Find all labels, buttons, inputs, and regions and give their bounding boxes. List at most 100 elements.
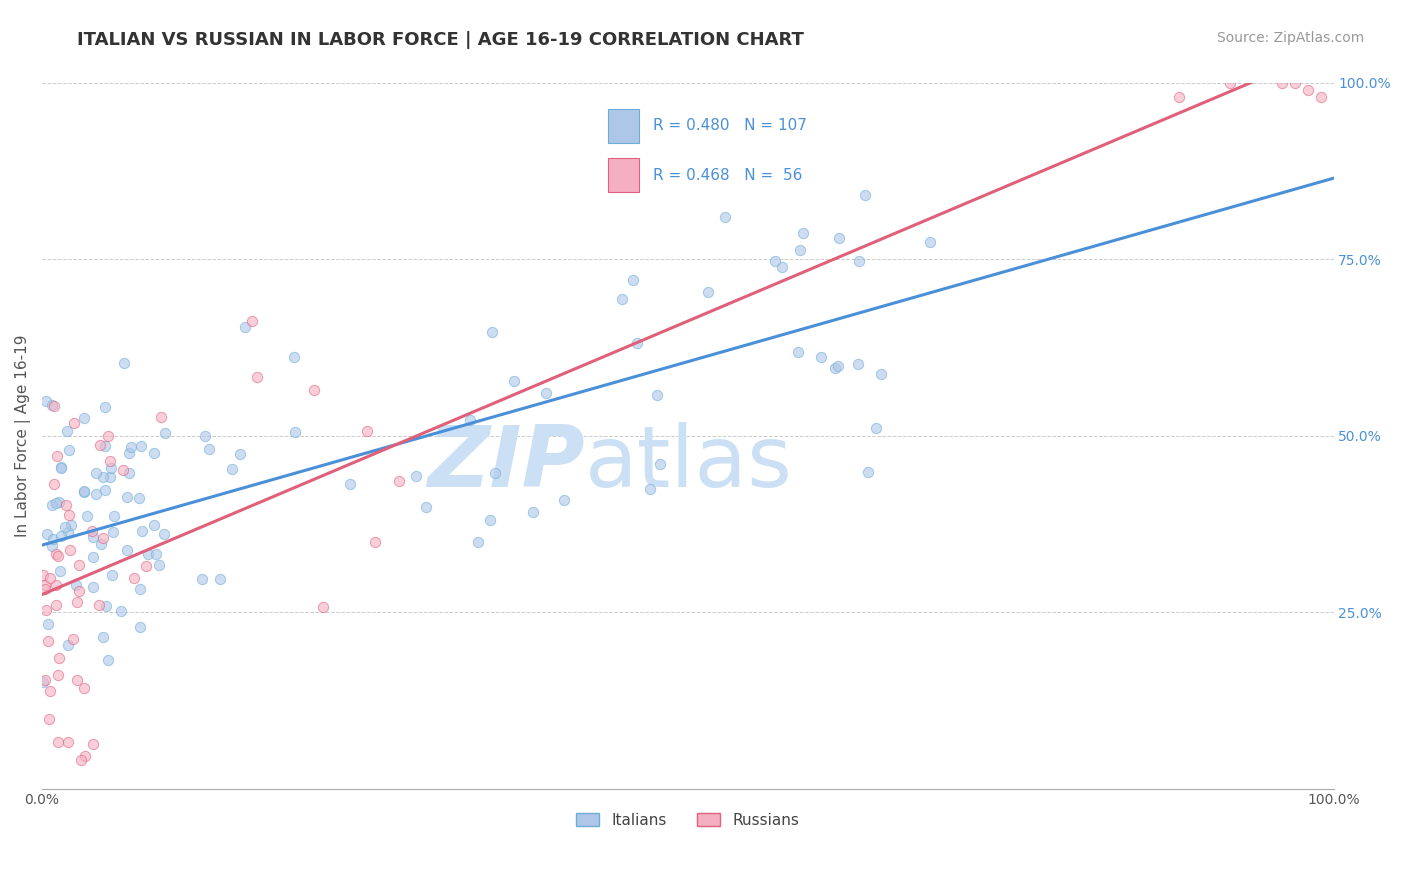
Point bbox=[45, 599, 67, 613]
Point bbox=[856, 465, 879, 479]
Point bbox=[763, 254, 786, 268]
Point bbox=[853, 187, 876, 202]
Point bbox=[73, 484, 96, 499]
Point bbox=[122, 571, 145, 585]
Point bbox=[824, 361, 846, 376]
Point bbox=[120, 440, 142, 454]
Point bbox=[131, 524, 153, 538]
Point bbox=[48, 668, 70, 682]
Point bbox=[32, 674, 55, 689]
Point bbox=[626, 335, 648, 350]
Point bbox=[89, 437, 111, 451]
Point bbox=[76, 509, 98, 524]
Point bbox=[364, 535, 387, 549]
Point bbox=[67, 583, 90, 598]
Point bbox=[53, 520, 76, 534]
Point bbox=[72, 411, 94, 425]
Point bbox=[648, 457, 671, 471]
Point bbox=[97, 653, 120, 667]
Point bbox=[34, 603, 56, 617]
Point bbox=[478, 513, 501, 527]
Point bbox=[810, 351, 832, 365]
Point bbox=[73, 681, 96, 695]
Point bbox=[56, 424, 79, 438]
Point bbox=[110, 604, 132, 618]
Point bbox=[484, 466, 506, 480]
Point bbox=[302, 383, 325, 397]
Point bbox=[1296, 83, 1319, 97]
Point bbox=[82, 737, 104, 751]
Point bbox=[387, 474, 409, 488]
Point bbox=[645, 388, 668, 402]
Point bbox=[63, 417, 86, 431]
Point bbox=[84, 466, 107, 480]
Point bbox=[233, 320, 256, 334]
Point bbox=[143, 517, 166, 532]
Point bbox=[148, 558, 170, 573]
Point bbox=[34, 673, 56, 687]
Point bbox=[145, 547, 167, 561]
Point bbox=[48, 651, 70, 665]
Point bbox=[45, 495, 67, 509]
Point bbox=[91, 531, 114, 545]
Point bbox=[98, 454, 121, 468]
Point bbox=[100, 568, 122, 582]
Point bbox=[118, 446, 141, 460]
Point bbox=[38, 712, 60, 726]
Point bbox=[42, 476, 65, 491]
Point bbox=[194, 429, 217, 443]
Point bbox=[67, 558, 90, 572]
Point bbox=[32, 568, 55, 582]
Point bbox=[128, 620, 150, 634]
Point bbox=[37, 633, 59, 648]
Point bbox=[115, 491, 138, 505]
Point bbox=[46, 735, 69, 749]
Point bbox=[82, 580, 104, 594]
Point bbox=[94, 599, 117, 613]
Point bbox=[82, 530, 104, 544]
Point bbox=[100, 460, 122, 475]
Point bbox=[848, 254, 870, 268]
Point bbox=[58, 508, 80, 522]
Point bbox=[34, 582, 56, 596]
Point bbox=[58, 735, 80, 749]
Point bbox=[49, 564, 72, 578]
Text: Source: ZipAtlas.com: Source: ZipAtlas.com bbox=[1216, 31, 1364, 45]
Point bbox=[221, 461, 243, 475]
Point bbox=[405, 468, 427, 483]
Text: atlas: atlas bbox=[585, 423, 793, 506]
Point bbox=[45, 547, 67, 561]
Point bbox=[502, 374, 524, 388]
Point bbox=[770, 260, 793, 274]
Point bbox=[73, 484, 96, 499]
Point bbox=[142, 446, 165, 460]
Point bbox=[41, 539, 63, 553]
Point bbox=[553, 493, 575, 508]
Point bbox=[66, 595, 89, 609]
Point bbox=[245, 369, 267, 384]
Point bbox=[621, 273, 644, 287]
Point bbox=[128, 582, 150, 596]
Point bbox=[112, 356, 135, 370]
Point bbox=[82, 550, 104, 565]
Point bbox=[208, 572, 231, 586]
Point bbox=[284, 425, 307, 439]
Point bbox=[49, 529, 72, 543]
Point bbox=[339, 477, 361, 491]
Point bbox=[65, 578, 87, 592]
Point bbox=[94, 400, 117, 414]
Point bbox=[869, 367, 891, 381]
Point bbox=[240, 314, 263, 328]
Point bbox=[45, 578, 67, 592]
Point bbox=[37, 526, 59, 541]
Point bbox=[111, 463, 134, 477]
Point bbox=[481, 325, 503, 339]
Point bbox=[98, 469, 121, 483]
Point bbox=[128, 491, 150, 505]
Point bbox=[129, 439, 152, 453]
Point bbox=[70, 753, 93, 767]
Point bbox=[73, 748, 96, 763]
Point bbox=[34, 577, 56, 591]
Point bbox=[49, 460, 72, 475]
Point bbox=[41, 498, 63, 512]
